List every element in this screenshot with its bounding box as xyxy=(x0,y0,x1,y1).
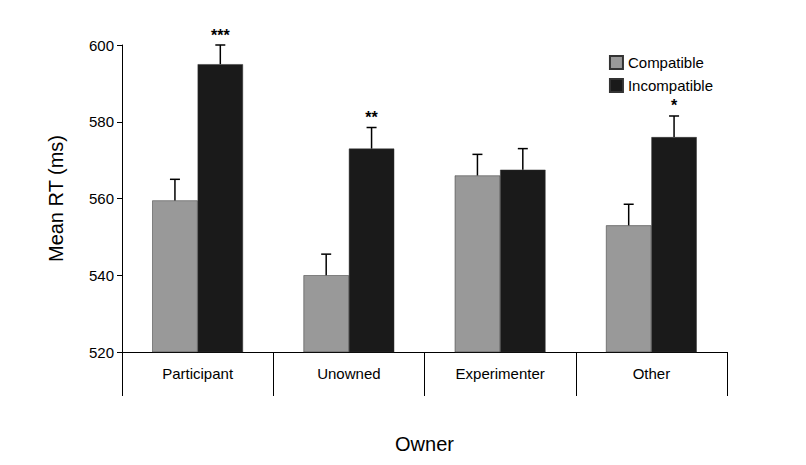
svg-text:***: *** xyxy=(211,27,230,44)
svg-text:Incompatible: Incompatible xyxy=(628,77,713,94)
svg-text:Unowned: Unowned xyxy=(317,365,380,382)
svg-text:Experimenter: Experimenter xyxy=(456,365,545,382)
svg-text:*: * xyxy=(671,97,678,114)
svg-text:Other: Other xyxy=(633,365,671,382)
svg-text:540: 540 xyxy=(89,267,114,284)
svg-text:Owner: Owner xyxy=(395,433,454,455)
svg-text:Compatible: Compatible xyxy=(628,54,704,71)
svg-text:580: 580 xyxy=(89,113,114,130)
svg-text:Mean RT (ms): Mean RT (ms) xyxy=(45,135,67,262)
svg-text:520: 520 xyxy=(89,344,114,361)
svg-text:**: ** xyxy=(365,109,378,126)
svg-text:560: 560 xyxy=(89,190,114,207)
svg-text:Participant: Participant xyxy=(162,365,234,382)
svg-text:600: 600 xyxy=(89,37,114,54)
